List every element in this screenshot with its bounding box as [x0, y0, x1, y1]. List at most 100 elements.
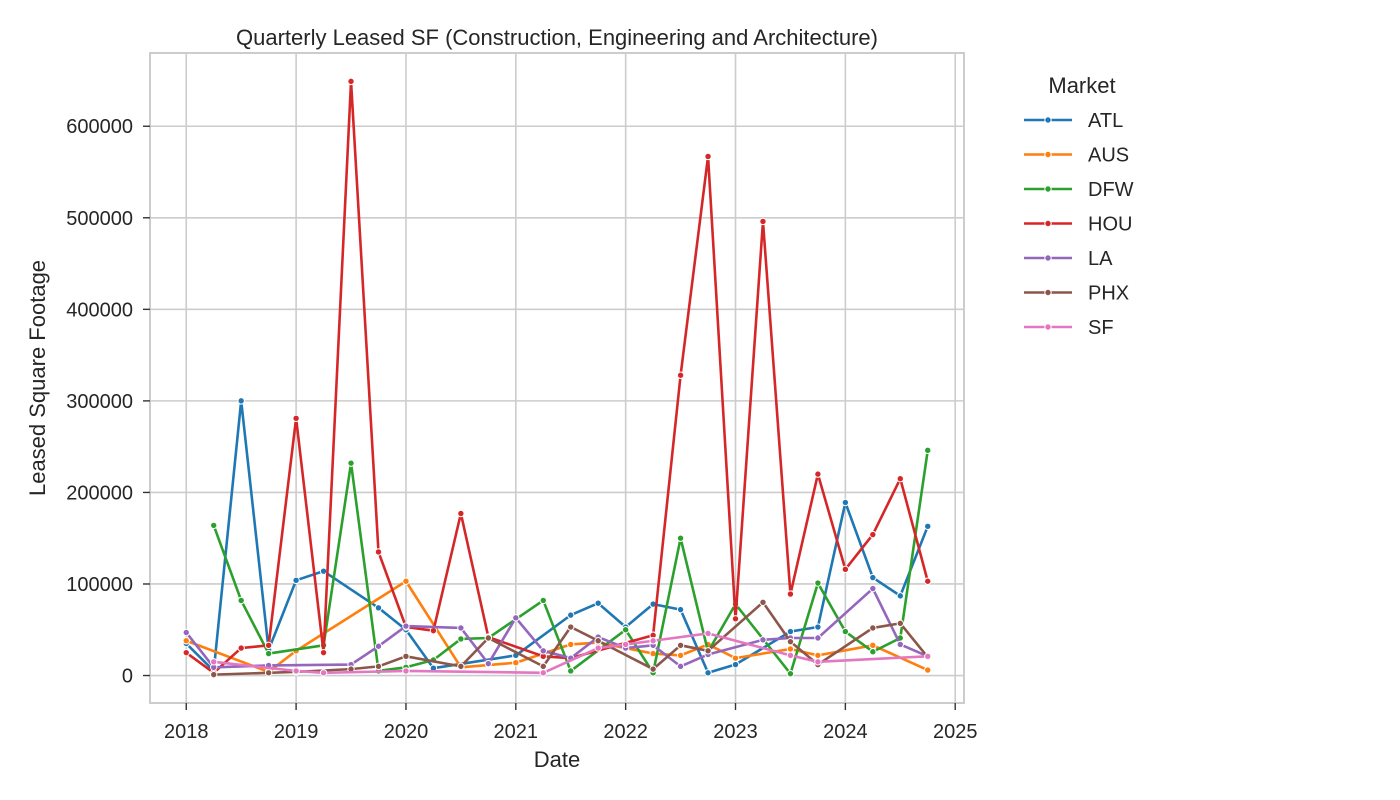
data-point	[841, 627, 850, 636]
data-point	[814, 579, 822, 587]
data-point	[676, 605, 685, 614]
data-point	[457, 509, 465, 518]
legend-item-dfw: DFW	[1024, 179, 1134, 201]
y-tick-label: 100000	[66, 574, 133, 596]
data-point	[814, 651, 822, 660]
data-point	[347, 459, 355, 467]
data-point	[649, 665, 657, 673]
data-point	[374, 604, 383, 612]
data-point	[924, 522, 932, 531]
data-point	[896, 640, 904, 649]
x-tick-label: 2024	[823, 721, 868, 743]
data-point	[237, 644, 245, 652]
x-tick-label: 2021	[494, 721, 539, 743]
axis-ticks: 2018 2019 2020 2021 2022 2023 2024 2025 0 100000 2…	[66, 116, 977, 743]
legend-swatch-marker	[1044, 150, 1052, 159]
data-point	[704, 669, 712, 677]
legend-item-phx: PHX	[1024, 283, 1129, 305]
data-point	[786, 651, 795, 660]
series-line-sf	[213, 632, 928, 675]
data-point	[374, 642, 383, 650]
series-layer	[182, 77, 932, 679]
data-point	[319, 669, 328, 677]
series-sf	[210, 629, 932, 677]
data-point	[869, 648, 877, 656]
data-point	[759, 598, 767, 606]
y-tick-label: 200000	[66, 482, 133, 504]
x-tick-label: 2022	[603, 721, 648, 743]
data-point	[567, 623, 575, 631]
legend-label: ATL	[1088, 110, 1123, 132]
data-point	[237, 397, 245, 405]
legend-swatch-marker	[1044, 254, 1052, 262]
data-point	[264, 649, 273, 658]
legend-item-atl: ATL	[1024, 110, 1123, 132]
data-point	[814, 634, 822, 642]
data-point	[457, 662, 465, 671]
data-point	[594, 644, 602, 652]
data-point	[457, 635, 465, 643]
data-point	[814, 623, 822, 631]
data-point	[402, 652, 410, 661]
data-point	[786, 627, 795, 636]
x-tick-label: 2018	[164, 721, 209, 743]
legend-title: Market	[1048, 73, 1115, 98]
legend: Market ATL AUS DFW HOU LA PHX SF	[1024, 73, 1134, 339]
data-point	[676, 641, 685, 650]
data-point	[292, 667, 300, 675]
data-point	[924, 446, 932, 455]
data-point	[402, 622, 410, 630]
data-point	[512, 659, 520, 667]
data-point	[484, 659, 493, 668]
data-point	[374, 548, 383, 556]
data-point	[374, 662, 383, 671]
data-point	[182, 648, 190, 657]
legend-item-la: LA	[1024, 248, 1113, 270]
data-point	[594, 637, 602, 645]
data-point	[814, 658, 822, 666]
data-point	[869, 584, 877, 593]
data-point	[182, 637, 190, 645]
data-point	[539, 647, 547, 655]
data-point	[319, 567, 328, 575]
data-point	[429, 626, 438, 635]
data-point	[264, 669, 273, 677]
legend-item-sf: SF	[1024, 317, 1114, 339]
data-point	[676, 662, 685, 671]
data-point	[786, 637, 795, 646]
legend-label: PHX	[1088, 283, 1129, 305]
data-point	[457, 624, 465, 632]
chart-title: Quarterly Leased SF (Construction, Engin…	[236, 25, 878, 50]
data-point	[704, 647, 712, 655]
data-point	[292, 576, 300, 585]
data-point	[869, 641, 877, 650]
data-point	[621, 640, 630, 649]
data-point	[402, 667, 410, 675]
x-tick-label: 2025	[933, 721, 978, 743]
legend-swatch-marker	[1044, 219, 1052, 228]
legend-swatch-marker	[1044, 288, 1052, 297]
data-point	[237, 596, 245, 605]
data-point	[210, 658, 218, 666]
data-point	[649, 637, 657, 645]
series-line-la	[185, 587, 929, 669]
data-point	[731, 615, 740, 623]
data-point	[292, 414, 300, 422]
data-point	[841, 565, 850, 574]
data-point	[567, 640, 575, 649]
plot-background	[150, 53, 964, 703]
data-point	[567, 611, 575, 619]
data-point	[896, 475, 904, 483]
data-point	[896, 592, 904, 600]
data-point	[676, 371, 685, 379]
data-point	[210, 670, 218, 679]
data-point	[731, 660, 740, 669]
y-axis-title: Leased Square Footage	[25, 260, 50, 496]
data-point	[759, 217, 767, 226]
data-point	[182, 628, 190, 637]
data-point	[539, 662, 547, 671]
data-point	[319, 648, 328, 657]
legend-label: AUS	[1088, 145, 1129, 167]
